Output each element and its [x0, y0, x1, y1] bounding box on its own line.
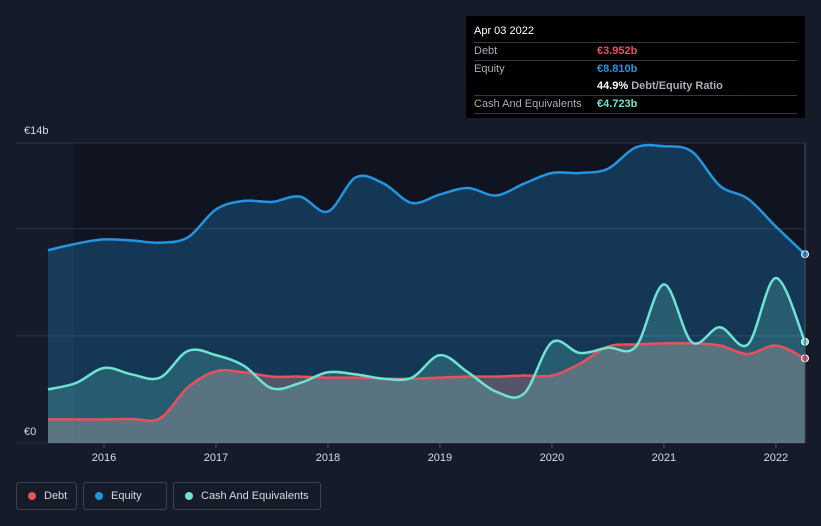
legend-item-cash[interactable]: Cash And Equivalents — [173, 482, 321, 510]
equity-area — [48, 145, 805, 443]
x-tick-label-6: 2022 — [764, 452, 788, 464]
debt-area — [48, 343, 805, 443]
equity-line — [47, 143, 806, 256]
legend-debt-label: Debt — [44, 490, 68, 502]
cash-area — [48, 277, 805, 443]
x-tick-label-1: 2017 — [204, 452, 228, 464]
tooltip-equity-row: Equity €8.810b — [474, 61, 797, 78]
debt-line — [48, 341, 806, 423]
x-tick-label-4: 2020 — [540, 452, 564, 464]
tooltip-date: Apr 03 2022 — [474, 24, 797, 43]
y-tick-label-0: €0 — [24, 426, 36, 438]
x-tick-label-0: 2016 — [92, 452, 116, 464]
tooltip-equity-value: €8.810b — [597, 63, 638, 75]
tooltip-cash-value: €4.723b — [597, 98, 638, 110]
plot-background — [73, 143, 805, 443]
tooltip-debt-value: €3.952b — [597, 45, 638, 57]
tooltip-ratio-row: 44.9% Debt/Equity Ratio — [474, 78, 797, 96]
y-tick-label-1: €14b — [24, 125, 48, 137]
tooltip-debt-row: Debt €3.952b — [474, 43, 797, 61]
chart-tooltip: Apr 03 2022 Debt €3.952b Equity €8.810b … — [466, 16, 805, 118]
x-tick-label-5: 2021 — [652, 452, 676, 464]
cash-dot-icon — [185, 492, 193, 500]
tooltip-cash-label: Cash And Equivalents — [474, 98, 582, 110]
cash-line — [47, 276, 807, 399]
tooltip-debt-label: Debt — [474, 45, 498, 57]
tooltip-ratio: 44.9% Debt/Equity Ratio — [597, 78, 723, 95]
debt-area-shade — [48, 343, 805, 443]
legend-item-debt[interactable]: Debt — [16, 482, 77, 510]
legend-cash-label: Cash And Equivalents — [201, 490, 309, 502]
axis-layer: €0 €14b 2016 2017 2018 2019 2020 2021 2022 — [24, 125, 806, 464]
legend-equity-label: Equity — [111, 490, 142, 502]
equity-dot-icon — [95, 492, 103, 500]
x-tick-label-3: 2019 — [428, 452, 452, 464]
series-layer — [47, 143, 809, 443]
x-tick-label-2: 2018 — [316, 452, 340, 464]
tooltip-equity-label: Equity — [474, 63, 505, 75]
tooltip-ratio-value: 44.9% — [597, 80, 629, 92]
tooltip-cash-row: Cash And Equivalents €4.723b — [474, 96, 797, 114]
tooltip-ratio-label: Debt/Equity Ratio — [631, 80, 723, 92]
legend-item-equity[interactable]: Equity — [83, 482, 167, 510]
debt-dot-icon — [28, 492, 36, 500]
grid-layer — [16, 142, 805, 444]
